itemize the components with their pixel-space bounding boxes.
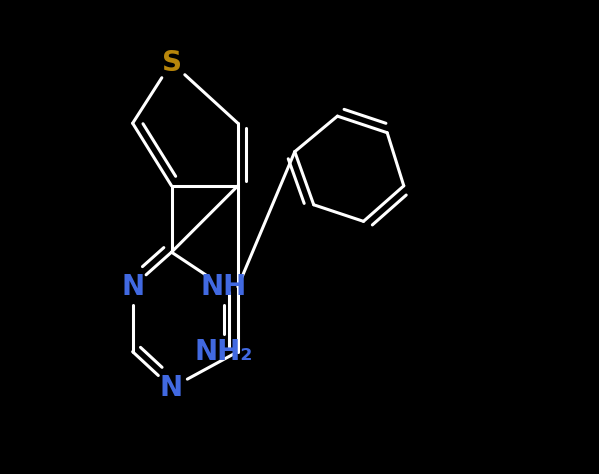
Text: NH₂: NH₂ [195,337,253,366]
Text: NH: NH [201,273,247,301]
Text: N: N [121,273,144,301]
Text: S: S [162,48,181,77]
Text: N: N [160,374,183,402]
